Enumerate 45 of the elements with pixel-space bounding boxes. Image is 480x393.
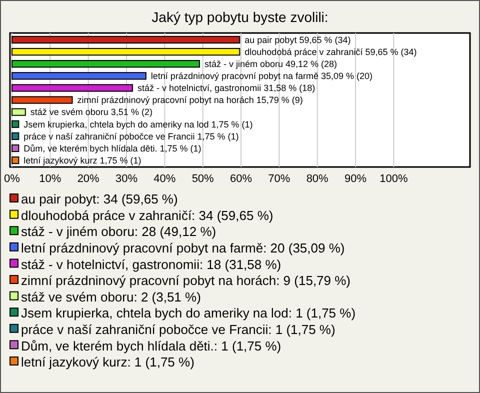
text: zimní prázdninový pracovní pobyt na horách: 9 (15,79 %) [21,273,351,288]
bar [12,60,200,68]
x-tick-label: 50% [192,172,214,185]
x-tick-label: 100% [380,172,408,185]
bar [12,144,20,152]
category-label: Jsem krupierka, chtela bych do ameriky na lod 1,75 % (1) [24,119,253,130]
x-tick-label: 20% [77,172,100,185]
x-tick-label: 0% [4,172,20,185]
bar [12,96,73,104]
text: letní prázdninový pracovní pobyt na farmě: 20 (35,09 %) [21,240,345,256]
category-label: stáž ve svém oboru 3,51 % (2) [30,107,152,118]
category-label: zimní prázdninový pracovní pobyt na horách 15,79 % (9) [77,95,303,106]
text: stáž - v jiném oboru: 28 (49,12 %) [21,224,216,240]
text: Dům, ve kterém bych hlídala děti.: 1 (1,75 %) [21,338,282,354]
x-tick-label: 10% [39,172,62,185]
category-label: letní prázdninový pracovní pobyt na farmě 35,09 % (20) [150,71,373,82]
text: stáž ve svém oboru: 2 (3,51 %) [21,289,201,304]
category-label: stáž - v hotelnictví, gastronomii 31,58 % (18) [138,83,316,94]
text: stáž - v hotelnictví, gastronomii: 18 (31,58 %) [21,256,282,272]
text: letní jazykový kurz: 1 (1,75 %) [21,354,194,370]
x-tick-label: 40% [154,172,176,185]
text: Jsem krupierka, chtela bych do ameriky na lod: 1 (1,75 %) [21,306,356,321]
category-label: práce v naší zahraniční pobočce ve Francii 1,75 % (1) [24,131,239,142]
bar [12,36,240,44]
category-label: au pair pobyt 59,65 % (34) [244,34,351,45]
category-label: dlouhodobá práce v zahraničí 59,65 % (34) [244,46,417,57]
x-tick-label: 70% [268,172,290,185]
x-tick-label: 30% [115,172,138,185]
bar [12,156,20,164]
bar [12,132,20,140]
bar [12,48,240,56]
bar [12,120,20,128]
bar [12,108,26,116]
x-tick-label: 80% [306,172,329,185]
category-label: stáž - v jiném oboru 49,12 % (28) [204,58,338,69]
bar [12,72,146,80]
bar [12,84,134,92]
category-label: Dům, ve kterém bych hlídala děti. 1,75 % (1) [24,143,202,154]
category-label: letní jazykový kurz 1,75 % (1) [24,155,142,166]
x-tick-label: 90% [344,172,367,185]
text: dlouhodobá práce v zahraničí: 34 (59,65 %) [21,208,274,223]
x-tick-label: 60% [230,172,252,185]
chart-title: Jaký typ pobytu byste zvolili: [152,9,328,25]
text: práce v naší zahraniční pobočce ve Francii: 1 (1,75 %) [21,322,336,337]
text: au pair pobyt: 34 (59,65 %) [21,192,178,207]
